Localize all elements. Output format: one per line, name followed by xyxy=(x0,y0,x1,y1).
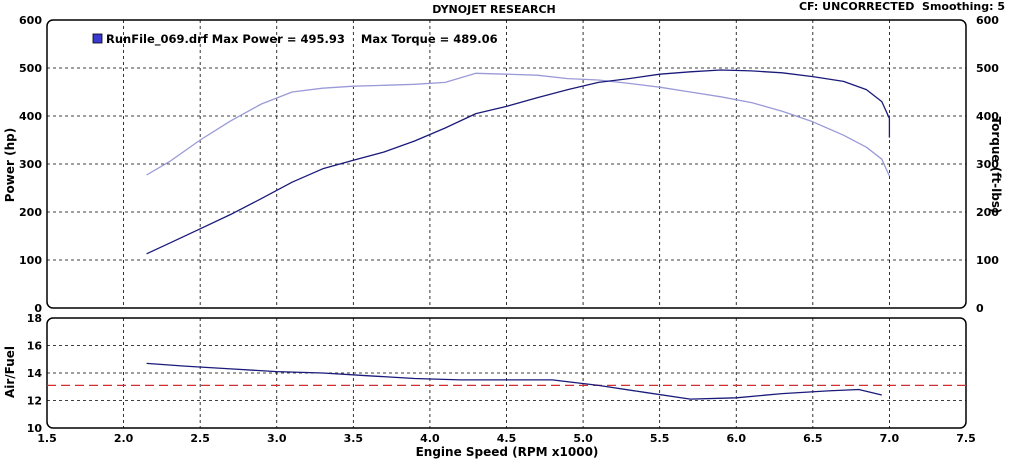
torque-tick-label: 600 xyxy=(976,14,999,27)
rpm-tick-label: 5.5 xyxy=(650,432,670,445)
airfuel-tick-label: 10 xyxy=(27,422,43,435)
rpm-tick-label: 3.0 xyxy=(267,432,287,445)
correction-smoothing-info: CF: UNCORRECTED Smoothing: 5 xyxy=(799,0,1005,13)
torque-tick-label: 400 xyxy=(976,110,999,123)
airfuel-tick-label: 14 xyxy=(27,367,43,380)
rpm-tick-label: 7.0 xyxy=(880,432,900,445)
power-tick-label: 200 xyxy=(19,206,42,219)
airfuel-tick-label: 12 xyxy=(27,395,42,408)
rpm-tick-label: 4.5 xyxy=(497,432,517,445)
power-tick-label: 600 xyxy=(19,14,42,27)
rpm-tick-label: 2.5 xyxy=(190,432,210,445)
torque-tick-label: 300 xyxy=(976,158,999,171)
rpm-tick-label: 6.5 xyxy=(803,432,823,445)
torque-tick-label: 100 xyxy=(976,254,999,267)
power-axis-ticks: 0 100 200 300 400 500 600 xyxy=(19,14,42,315)
airfuel-axis-label: Air/Fuel xyxy=(3,346,17,398)
rpm-tick-label: 2.0 xyxy=(114,432,134,445)
legend-label: RunFile_069.drf Max Power = 495.93 Max T… xyxy=(106,32,498,47)
rpm-tick-label: 1.5 xyxy=(37,432,57,445)
torque-axis-ticks: 0 100 200 300 400 500 600 xyxy=(976,14,999,315)
rpm-tick-label: 6.0 xyxy=(727,432,747,445)
power-curve xyxy=(146,69,891,255)
rpm-tick-label: 5.0 xyxy=(573,432,593,445)
lower-plot-series xyxy=(47,362,966,400)
lower-plot: 10 12 14 16 18 1.5 2.0 2.5 3.0 3.5 4.0 4.5 5.0 5.5 6.… xyxy=(3,312,976,459)
airfuel-axis-ticks: 10 12 14 16 18 xyxy=(27,312,43,435)
rpm-tick-label: 7.5 xyxy=(956,432,976,445)
upper-plot-grid xyxy=(47,20,966,308)
power-tick-label: 300 xyxy=(19,158,42,171)
power-axis-label: Power (hp) xyxy=(3,128,17,202)
rpm-axis-ticks: 1.5 2.0 2.5 3.0 3.5 4.0 4.5 5.0 5.5 6.0 6.5 7.0 7.5 xyxy=(37,432,976,445)
legend-swatch xyxy=(92,33,103,44)
torque-tick-label: 200 xyxy=(976,206,999,219)
power-tick-label: 400 xyxy=(19,110,42,123)
rpm-tick-label: 4.0 xyxy=(420,432,440,445)
power-tick-label: 100 xyxy=(19,254,42,267)
airfuel-curve xyxy=(146,362,882,400)
airfuel-tick-label: 18 xyxy=(27,312,42,325)
power-tick-label: 0 xyxy=(34,302,42,315)
torque-tick-label: 500 xyxy=(976,62,999,75)
power-tick-label: 500 xyxy=(19,62,42,75)
torque-curve xyxy=(146,72,890,177)
chart-header-title: DYNOJET RESEARCH xyxy=(432,3,555,16)
rpm-tick-label: 3.5 xyxy=(344,432,364,445)
rpm-axis-label: Engine Speed (RPM x1000) xyxy=(416,445,599,459)
torque-tick-label: 0 xyxy=(976,302,984,315)
torque-axis-label: Torque (ft-lbs) xyxy=(989,117,1003,214)
airfuel-tick-label: 16 xyxy=(27,340,43,353)
legend: RunFile_069.drf Max Power = 495.93 Max T… xyxy=(92,32,498,47)
lower-plot-grid xyxy=(47,318,966,428)
upper-plot-series xyxy=(146,69,891,255)
